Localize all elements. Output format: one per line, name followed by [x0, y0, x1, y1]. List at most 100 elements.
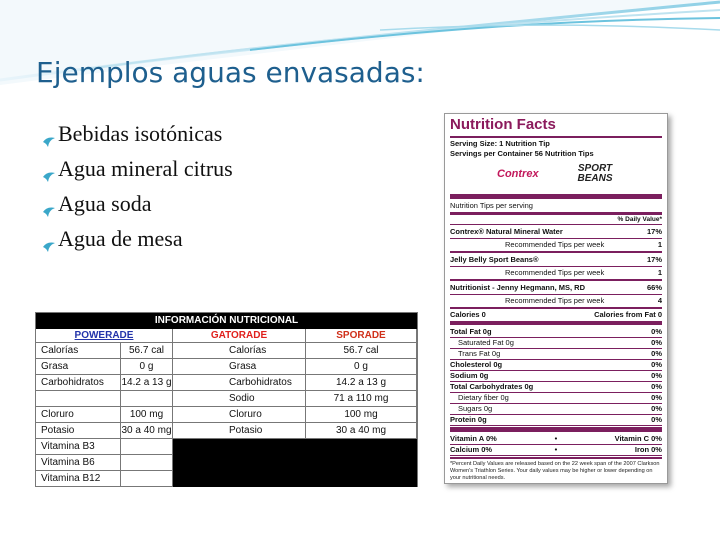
row-value: 1: [657, 240, 662, 249]
table-cell: 56.7 cal: [121, 343, 173, 359]
row-value: 0%: [651, 371, 662, 380]
row-label: Nutritionist - Jenny Hegmann, MS, RD: [450, 283, 586, 292]
bullet-shape: [43, 242, 55, 252]
table-cell: Carbohidratos: [36, 375, 121, 391]
row-value: 0%: [651, 404, 662, 413]
bullet-icon: [42, 163, 56, 182]
bullet-icon: [42, 198, 56, 217]
table-cell: Sodio: [173, 391, 306, 407]
logo-sport-beans: SPORT BEANS: [577, 163, 613, 184]
row-label: Recommended Tips per week: [505, 296, 605, 305]
rule-line: [450, 348, 662, 349]
table-cell: Carbohidratos: [173, 375, 306, 391]
row-value: 4: [657, 296, 662, 305]
row-label: Serving Size: 1 Nutrition Tip: [450, 139, 550, 148]
row-value: 0%: [651, 360, 662, 369]
bullet-icon: [42, 233, 56, 252]
rule-line: [450, 321, 662, 325]
nutrition-facts-label: Nutrition Facts Serving Size: 1 Nutrition…: [444, 113, 668, 484]
table-cell: [121, 471, 173, 487]
row-label: Sugars 0g: [458, 404, 493, 413]
label-row: Saturated Fat 0g 0%: [450, 338, 662, 348]
brand-heading: POWERADE: [36, 329, 173, 343]
rule-line: [450, 427, 662, 432]
table-cell: Grasa: [36, 359, 121, 375]
bullet-shape: [43, 137, 55, 147]
rule-line: [450, 212, 662, 215]
row-label: Protein 0g: [450, 415, 487, 424]
row-value: 0%: [651, 338, 662, 347]
rule-line: [450, 403, 662, 404]
row-value: 1: [657, 268, 662, 277]
label-row: Servings per Container 56 Nutrition Tips: [450, 149, 662, 159]
vitamin-left: Calcium 0%: [450, 445, 493, 454]
bullet-text: Agua de mesa: [58, 226, 183, 251]
rule-line: [450, 136, 662, 138]
row-value: 17%: [646, 227, 662, 236]
table-cell: Potasio: [173, 423, 306, 439]
label-row: Calories 0 Calories from Fat 0: [450, 310, 662, 320]
bullet-item: Agua soda: [42, 191, 151, 217]
row-value: 0%: [651, 349, 662, 358]
label-row: Trans Fat 0g 0%: [450, 349, 662, 359]
label-row: Total Carbohydrates 0g 0%: [450, 382, 662, 392]
row-value: 17%: [646, 255, 662, 264]
table-cell: 100 mg: [306, 407, 417, 423]
bullet-icon: [42, 128, 56, 147]
rule-line: [450, 307, 662, 309]
row-label: Calories 0: [450, 310, 486, 319]
table-cell: 0 g: [121, 359, 173, 375]
row-value: 0%: [651, 415, 662, 424]
table-cell: 71 a 110 mg: [306, 391, 417, 407]
row-label: Dietary fiber 0g: [458, 393, 509, 402]
vitamin-right: Iron 0%: [634, 445, 662, 454]
black-cell: [173, 455, 306, 471]
rule-line: [450, 414, 662, 415]
row-value: % Daily Value*: [617, 216, 662, 223]
bullet-shape: [43, 172, 55, 182]
rule-line: [450, 444, 662, 445]
table-cell: 30 a 40 mg: [306, 423, 417, 439]
table-cell: Cloruro: [36, 407, 121, 423]
row-label: Contrex® Natural Mineral Water: [450, 227, 563, 236]
bullet-item: Bebidas isotónicas: [42, 121, 222, 147]
table-title: INFORMACIÓN NUTRICIONAL: [36, 313, 417, 329]
rule-line: [450, 337, 662, 338]
table-cell: 100 mg: [121, 407, 173, 423]
label-row: Cholesterol 0g 0%: [450, 360, 662, 370]
header-wave: [0, 0, 720, 85]
label-row: Contrex® Natural Mineral Water 17%: [450, 227, 662, 237]
table-cell: Vitamina B6: [36, 455, 121, 471]
rule-line: [450, 425, 662, 426]
brand-heading: GATORADE: [173, 329, 306, 343]
black-cell: [306, 455, 417, 471]
vitamin-row: Vitamin A 0% • Vitamin C 0%: [450, 434, 662, 444]
rule-line: [450, 294, 662, 295]
row-label: Total Fat 0g: [450, 327, 492, 336]
black-cell: [173, 439, 306, 455]
label-row: Total Fat 0g 0%: [450, 327, 662, 337]
vitamin-right: Vitamin C 0%: [614, 434, 662, 443]
slide-title: Ejemplos aguas envasadas:: [36, 56, 425, 89]
table-cell: Cloruro: [173, 407, 306, 423]
vitamin-left: Vitamin A 0%: [450, 434, 497, 443]
rule-line: [450, 266, 662, 267]
brand-heading: SPORADE: [306, 329, 417, 343]
black-cell: [306, 471, 417, 487]
table-cell: [121, 391, 173, 407]
row-label: Total Carbohydrates 0g: [450, 382, 534, 391]
table-cell: Vitamina B3: [36, 439, 121, 455]
footnote: *Percent Daily Values are released based…: [450, 461, 660, 481]
label-row: Recommended Tips per week 1: [450, 240, 662, 250]
table-cell: Grasa: [173, 359, 306, 375]
label-row: Protein 0g 0%: [450, 415, 662, 425]
row-label: Jelly Belly Sport Beans®: [450, 255, 539, 264]
table-cell: 0 g: [306, 359, 417, 375]
rule-line: [450, 238, 662, 239]
rule-line: [450, 392, 662, 393]
separator-dot: •: [554, 445, 558, 454]
logo-contrex: Contrex: [497, 168, 539, 180]
table-cell: [121, 439, 173, 455]
row-label: Recommended Tips per week: [505, 240, 605, 249]
